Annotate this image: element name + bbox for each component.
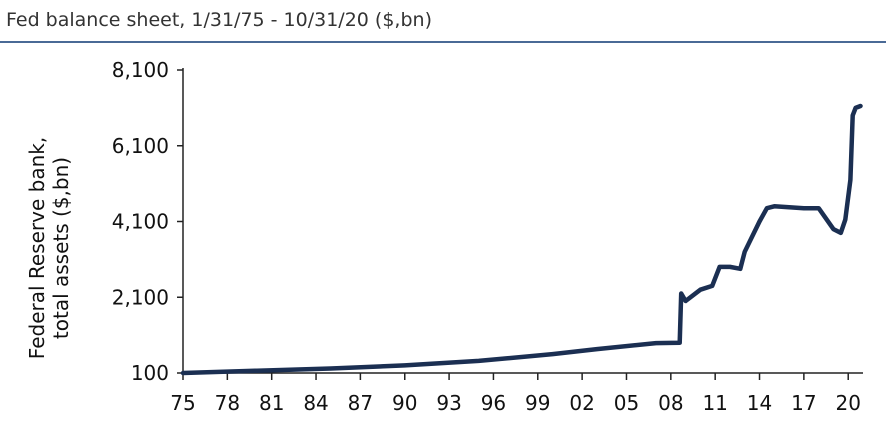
y-axis-label: total assets ($,bn)	[49, 157, 73, 339]
x-tick-label: 02	[569, 391, 594, 415]
y-tick-label: 2,100	[112, 285, 169, 309]
x-tick-label: 14	[747, 391, 772, 415]
y-tick-label: 6,100	[112, 134, 169, 158]
x-tick-label: 78	[215, 391, 240, 415]
y-tick-label: 4,100	[112, 210, 169, 234]
y-tick-label: 8,100	[112, 58, 169, 82]
x-tick-label: 93	[436, 391, 461, 415]
x-tick-label: 81	[259, 391, 284, 415]
x-tick-label: 08	[658, 391, 683, 415]
x-tick-label: 05	[614, 391, 639, 415]
y-axis-label: Federal Reserve bank,	[25, 137, 49, 359]
x-tick-label: 99	[525, 391, 550, 415]
x-tick-label: 90	[392, 391, 417, 415]
chart-title: Fed balance sheet, 1/31/75 - 10/31/20 ($…	[6, 9, 432, 31]
x-tick-label: 87	[348, 391, 373, 415]
x-tick-label: 20	[835, 391, 860, 415]
x-tick-label: 11	[702, 391, 727, 415]
y-tick-label: 100	[131, 361, 169, 385]
line-series	[180, 103, 863, 376]
x-tick-label: 75	[170, 391, 195, 415]
x-tick-label: 17	[791, 391, 816, 415]
x-tick-label: 96	[481, 391, 506, 415]
x-tick-label: 84	[303, 391, 328, 415]
